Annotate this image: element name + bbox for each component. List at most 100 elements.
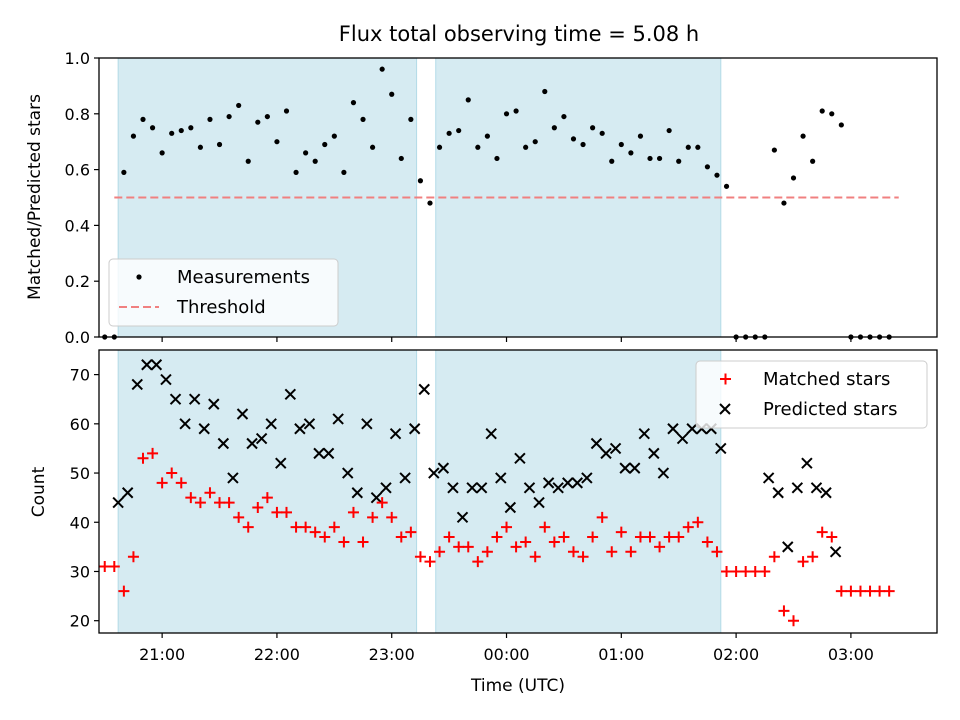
matched-star-point bbox=[673, 531, 685, 543]
legend-predicted-marker bbox=[719, 403, 731, 415]
matched-star-point bbox=[539, 521, 551, 533]
matched-star-point bbox=[261, 492, 273, 504]
top-y-tick-label: 0.4 bbox=[65, 216, 90, 235]
bot-shaded-interval-1 bbox=[435, 349, 722, 634]
legend-measurements-marker bbox=[136, 274, 142, 280]
measurement-point bbox=[475, 144, 481, 150]
matched-star-point bbox=[778, 605, 790, 617]
matched-star-point bbox=[567, 546, 579, 558]
predicted-star-point bbox=[246, 437, 258, 450]
measurement-point bbox=[523, 144, 529, 150]
predicted-star-point bbox=[475, 482, 488, 494]
x-tick-label: 01:00 bbox=[598, 645, 644, 664]
predicted-star-point bbox=[179, 418, 191, 430]
measurement-point bbox=[685, 144, 691, 150]
measurement-point bbox=[676, 158, 682, 164]
matched-star-point bbox=[127, 551, 139, 563]
bot-y-tick-label: 60 bbox=[70, 415, 90, 434]
matched-star-point bbox=[214, 497, 226, 509]
predicted-star-point bbox=[523, 482, 536, 494]
legend-threshold-label: Threshold bbox=[176, 297, 266, 318]
matched-star-point bbox=[376, 497, 388, 509]
measurement-point bbox=[398, 155, 404, 162]
matched-star-point bbox=[395, 531, 407, 543]
matched-star-point bbox=[233, 511, 245, 523]
predicted-star-point bbox=[150, 359, 163, 371]
predicted-star-point bbox=[370, 491, 383, 504]
matched-star-point bbox=[587, 531, 599, 543]
measurement-point bbox=[303, 150, 309, 156]
measurement-point bbox=[379, 66, 385, 72]
matched-star-point bbox=[797, 556, 809, 568]
chart-title: Flux total observing time = 5.08 h bbox=[339, 22, 699, 46]
measurement-point bbox=[331, 133, 337, 139]
measurement-point bbox=[197, 144, 204, 150]
predicted-star-point bbox=[428, 467, 440, 479]
predicted-star-point bbox=[542, 477, 555, 489]
matched-star-point bbox=[166, 467, 178, 479]
predicted-star-point bbox=[342, 467, 354, 479]
legend-predicted-label: Predicted stars bbox=[763, 399, 897, 420]
predicted-star-point bbox=[361, 418, 373, 430]
matched-star-point bbox=[682, 521, 694, 533]
predicted-star-point bbox=[275, 457, 287, 469]
measurement-point bbox=[829, 111, 835, 117]
predicted-star-point bbox=[638, 427, 650, 440]
matched-star-point bbox=[874, 585, 886, 597]
matched-star-point bbox=[434, 546, 446, 558]
measurement-point bbox=[293, 169, 299, 175]
measurement-point bbox=[551, 125, 557, 131]
measurement-point bbox=[408, 116, 414, 122]
matched-star-point bbox=[481, 546, 493, 558]
measurement-point bbox=[590, 125, 596, 131]
measurement-point bbox=[188, 125, 194, 131]
measurement-point bbox=[628, 150, 634, 156]
bottom-legend-box bbox=[695, 360, 928, 429]
measurement-point bbox=[819, 108, 825, 114]
measurement-point bbox=[637, 133, 644, 139]
measurement-point bbox=[456, 127, 462, 134]
matched-star-point bbox=[835, 585, 847, 597]
predicted-star-point bbox=[648, 447, 660, 460]
matched-star-point bbox=[634, 531, 646, 543]
predicted-star-point bbox=[380, 482, 392, 494]
matched-star-point bbox=[271, 506, 283, 518]
matched-star-point bbox=[328, 521, 340, 533]
x-tick-label: 21:00 bbox=[139, 645, 185, 664]
predicted-star-point bbox=[265, 418, 277, 430]
predicted-star-point bbox=[514, 452, 526, 464]
matched-star-point bbox=[615, 526, 627, 538]
predicted-star-point bbox=[829, 546, 842, 558]
matched-star-point bbox=[300, 521, 312, 533]
matched-star-point bbox=[807, 551, 819, 563]
top-panel: 0.0 0.2 0.4 0.6 0.8 1.0 Matched/Predicted sta… bbox=[25, 49, 938, 347]
matched-star-point bbox=[740, 565, 752, 577]
bottom-legend: Matched stars Predicted stars bbox=[695, 360, 928, 429]
predicted-star-point bbox=[590, 437, 603, 450]
matched-star-point bbox=[654, 541, 666, 553]
matched-star-point bbox=[462, 541, 474, 553]
predicted-star-point bbox=[581, 472, 593, 484]
measurement-point bbox=[771, 147, 777, 153]
matched-star-point bbox=[137, 452, 149, 464]
x-tick-label: 22:00 bbox=[254, 645, 300, 664]
predicted-star-point bbox=[217, 437, 230, 450]
top-y-tick-label: 1.0 bbox=[65, 49, 90, 68]
predicted-star-point bbox=[762, 472, 775, 484]
predicted-star-point bbox=[676, 432, 689, 445]
measurement-point bbox=[207, 116, 213, 122]
measurement-point bbox=[695, 144, 701, 150]
matched-star-point bbox=[309, 526, 321, 538]
predicted-star-point bbox=[533, 496, 545, 509]
measurement-point bbox=[140, 116, 146, 122]
measurement-point bbox=[513, 108, 519, 114]
measurement-point bbox=[465, 97, 471, 103]
measurement-point bbox=[322, 141, 328, 148]
measurement-point bbox=[360, 116, 366, 122]
matched-star-point bbox=[701, 536, 713, 548]
measurement-point bbox=[503, 111, 510, 117]
measurement-point bbox=[149, 125, 156, 131]
predicted-star-point bbox=[322, 447, 335, 460]
matched-star-point bbox=[759, 565, 771, 577]
matched-star-point bbox=[424, 556, 436, 568]
